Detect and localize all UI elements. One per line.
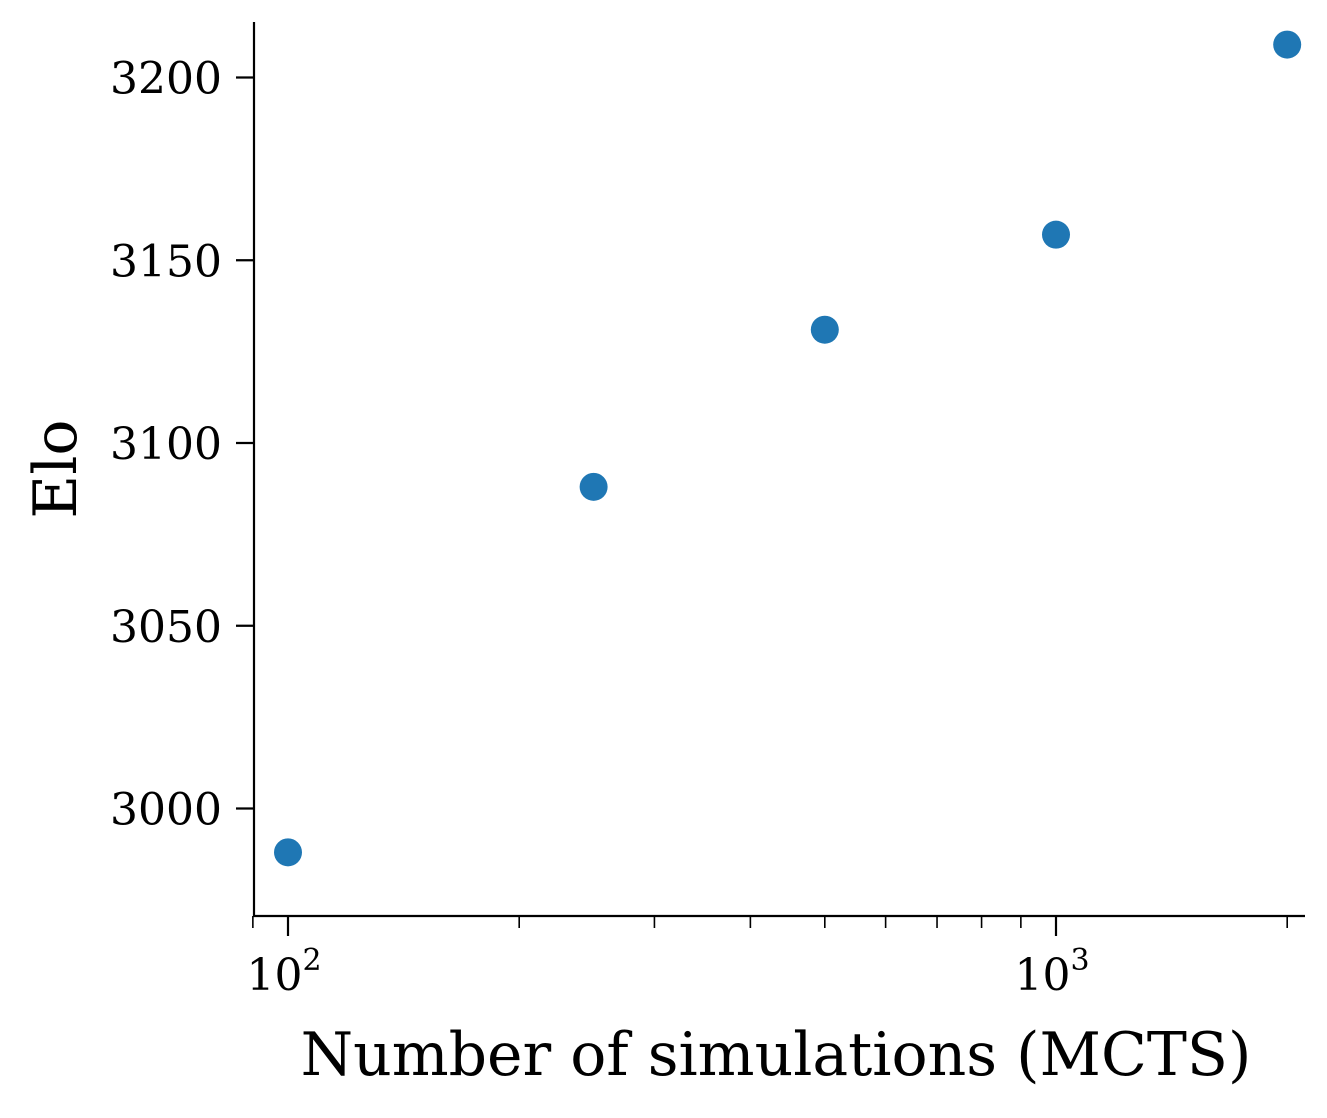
y-tick-label: 3200 — [110, 54, 222, 105]
x-axis-label: Number of simulations (MCTS) — [301, 1020, 1252, 1090]
y-tick-label: 3150 — [110, 236, 222, 287]
y-axis-label: Elo — [21, 419, 91, 518]
x-tick-label: 102 — [246, 943, 321, 1001]
x-axis-ticks: 102 103 — [246, 916, 1288, 1001]
y-tick-label: 3100 — [110, 419, 222, 470]
data-point — [1042, 220, 1070, 249]
data-point — [579, 472, 608, 501]
y-axis-ticks: 3000 3050 3100 3150 3200 — [110, 54, 254, 836]
data-point — [1273, 30, 1302, 59]
x-tick-label: 103 — [1014, 943, 1089, 1001]
data-points — [274, 30, 1302, 867]
y-tick-label: 3000 — [110, 785, 222, 836]
data-point — [274, 838, 302, 867]
y-tick-label: 3050 — [110, 602, 222, 653]
data-point — [810, 315, 839, 344]
